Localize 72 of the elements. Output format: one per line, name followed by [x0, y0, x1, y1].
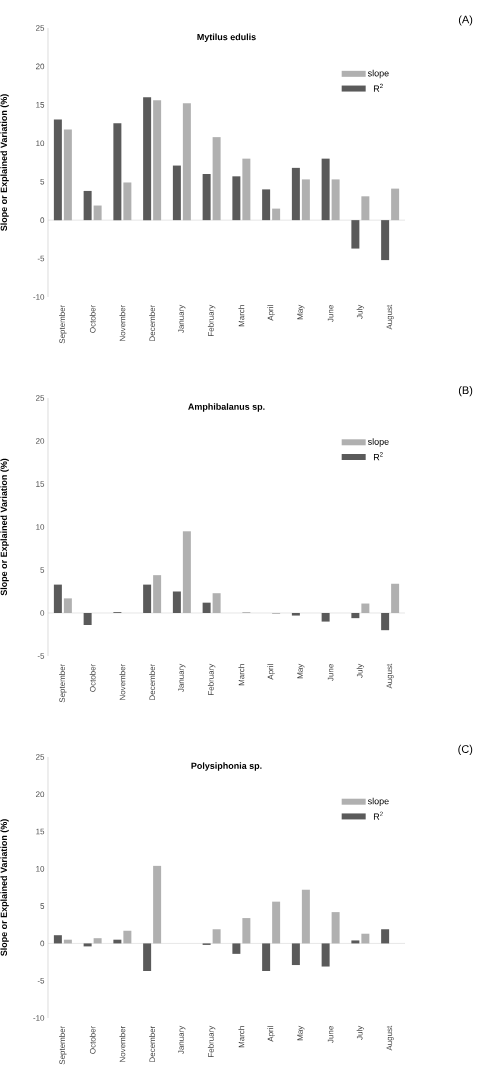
bar	[172, 165, 181, 221]
bar	[53, 119, 62, 221]
legend-label: R$^{2}$	[373, 452, 383, 461]
bar	[331, 179, 340, 221]
text: (A)	[458, 15, 473, 26]
text: (C)	[458, 744, 473, 756]
bar	[301, 889, 310, 944]
bar	[63, 598, 72, 613]
bar	[212, 137, 221, 221]
bar	[361, 603, 370, 613]
bar	[123, 182, 132, 221]
bar	[153, 100, 162, 221]
bar	[153, 575, 162, 613]
bar	[63, 129, 72, 221]
bar	[242, 918, 251, 944]
bar	[391, 188, 400, 221]
bar	[351, 612, 360, 619]
bar	[301, 179, 310, 221]
legend-label: slope	[367, 438, 389, 447]
text: Mytilus edulis	[197, 33, 256, 42]
bar	[361, 196, 370, 221]
bar	[361, 933, 370, 944]
bar	[172, 591, 181, 613]
bar	[143, 943, 152, 972]
bar	[321, 612, 330, 622]
bar	[83, 943, 92, 947]
bar	[272, 208, 281, 221]
y-axis-title: Slope or Explained Variation (%)	[0, 458, 9, 596]
bar	[381, 929, 390, 944]
bar	[262, 189, 271, 221]
bar	[262, 943, 271, 972]
bar	[212, 593, 221, 613]
y-axis-title: Slope or Explained Variation (%)	[0, 94, 9, 231]
bar	[232, 176, 241, 221]
bar	[143, 584, 152, 613]
bar	[143, 97, 152, 221]
bar	[242, 158, 251, 221]
legend-label: R$^{2}$	[373, 811, 383, 820]
bar	[93, 938, 102, 944]
bar	[331, 912, 340, 944]
text: Polysiphonia sp.	[191, 762, 262, 771]
bar	[83, 190, 92, 221]
bar	[381, 220, 390, 261]
bar	[212, 929, 221, 944]
bar	[232, 943, 241, 954]
bar	[291, 612, 300, 616]
bar	[182, 531, 191, 613]
bar	[123, 930, 132, 944]
bar	[391, 583, 400, 613]
bar	[321, 158, 330, 221]
bar	[113, 123, 122, 221]
bar	[53, 935, 62, 944]
bar	[83, 612, 92, 626]
bar	[381, 612, 390, 631]
bar	[291, 943, 300, 966]
bar	[153, 865, 162, 944]
text: (B)	[458, 386, 473, 397]
y-axis-title: Slope or Explained Variation (%)	[0, 819, 9, 956]
bar	[351, 940, 360, 944]
bar	[53, 584, 62, 613]
bar	[291, 167, 300, 221]
legend-label: slope	[367, 69, 389, 79]
bar	[182, 103, 191, 221]
bar	[93, 205, 102, 221]
legend-label: R$^{2}$	[373, 83, 383, 92]
bar	[202, 174, 211, 221]
text: Amphibalanus sp.	[188, 403, 265, 412]
bar	[351, 220, 360, 249]
bar	[202, 602, 211, 613]
bar	[272, 901, 281, 944]
legend-label: slope	[367, 797, 389, 807]
bar	[321, 943, 330, 967]
